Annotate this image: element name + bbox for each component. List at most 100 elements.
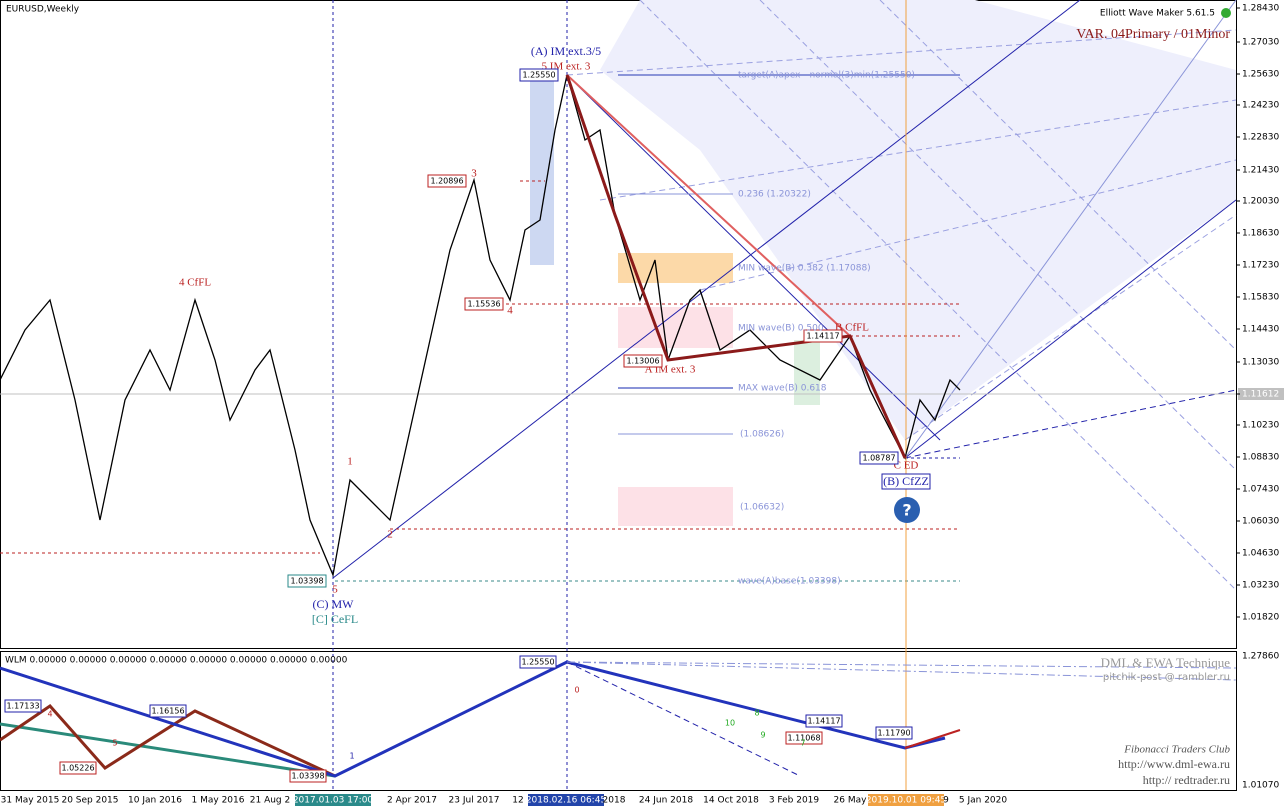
indicator-name: Elliott Wave Maker 5.61.5	[1100, 9, 1215, 19]
time-label: 24 Jun 2018	[639, 796, 693, 806]
price-box	[464, 297, 504, 311]
price-label: 1.08830	[1242, 453, 1279, 463]
price-box	[875, 726, 913, 740]
price-box-label: 1.25550	[522, 71, 555, 80]
help-icon-glyph[interactable]: ?	[902, 501, 911, 520]
price-box-label: 1.03398	[290, 577, 323, 586]
price-path	[0, 74, 961, 578]
price-label: 1.17230	[1242, 261, 1279, 271]
time-label: 2018.02.16 06:45	[526, 796, 606, 806]
time-label: 31 May 2015	[1, 796, 60, 806]
wave-label: (A) IM ext.3/5	[531, 44, 601, 58]
time-label: 1 May 2016	[192, 796, 245, 806]
time-tag	[528, 794, 604, 806]
price-box	[519, 655, 557, 669]
wave-label: C ED	[894, 460, 919, 472]
help-icon[interactable]	[894, 497, 920, 523]
price-label: 1.18630	[1242, 229, 1279, 239]
time-tag	[295, 794, 371, 806]
time-label: 12	[512, 796, 523, 806]
credit: http:// redtrader.ru	[1143, 773, 1230, 787]
variant: VAR. 04Primary / 01Minor	[1076, 27, 1230, 42]
price-label: 1.20030	[1242, 197, 1279, 207]
indicator-icon	[1221, 8, 1231, 18]
price-label: 1.24230	[1242, 101, 1279, 111]
price-box	[289, 769, 327, 783]
wave-label: 4 CfFL	[179, 277, 211, 289]
price-box	[859, 451, 899, 465]
price-box-label: 1.20896	[430, 177, 463, 186]
wave-label: [C] CeFL	[312, 612, 358, 626]
price-label: 1.07430	[1242, 485, 1279, 495]
fib-label: MIN wave(B) 0.382 (1.17088)	[738, 264, 871, 274]
levels	[0, 180, 960, 582]
panel-line	[904, 729, 961, 749]
wave-label: 2	[387, 529, 393, 541]
wave-count: 0	[574, 686, 579, 695]
price-box	[623, 354, 663, 368]
price-label: 1.06030	[1242, 517, 1279, 527]
price-box	[785, 731, 823, 745]
wave-count: 7	[800, 739, 805, 748]
time-tag	[868, 794, 944, 806]
price-box-label: 1.03398	[291, 772, 324, 781]
zone	[794, 340, 820, 405]
channel-lines	[332, 0, 1237, 579]
time-label: 26 May	[834, 796, 868, 806]
panel-axis-label: 1.27860	[1242, 652, 1279, 662]
price-label: 1.21430	[1242, 166, 1279, 176]
price-box	[427, 174, 467, 188]
price-label: 1.01820	[1242, 613, 1279, 623]
current-price-tag	[1238, 388, 1284, 400]
price-box-label: 1.15536	[467, 300, 500, 309]
fib-label: MIN wave(B) 0.500	[738, 324, 824, 334]
price-box-label: 1.17133	[6, 702, 39, 711]
wave-count: 8	[754, 709, 759, 718]
credit: DML & EWA Technique	[1101, 655, 1231, 670]
wave-label: (B) CfZZ	[883, 474, 929, 488]
time-label: 2018	[603, 796, 626, 806]
wave-label: 4	[507, 305, 513, 317]
time-label: 9	[943, 796, 949, 806]
panel-line	[0, 704, 336, 778]
time-label: 21 Aug 2	[250, 796, 290, 806]
price-box-label: 1.13006	[626, 357, 659, 366]
time-label: 20 Sep 2015	[61, 796, 118, 806]
price-box	[59, 761, 97, 775]
panel-title: WLM 0.00000 0.00000 0.00000 0.00000 0.00…	[5, 656, 348, 666]
wave-line	[565, 74, 907, 459]
price-box-label: 1.25550	[521, 658, 554, 667]
fan-lines	[566, 0, 1237, 591]
wave-count: 5	[112, 739, 117, 748]
fib-label: 0.236 (1.20322)	[738, 190, 811, 200]
wave-count: 9	[760, 731, 765, 740]
fib-label: wave(A)base(1.03398)	[738, 577, 841, 587]
zone	[530, 75, 554, 265]
wave-label: 3	[471, 168, 477, 180]
credit: Fibonacci Traders Club	[1123, 744, 1230, 756]
price-label: 1.04630	[1242, 549, 1279, 559]
wave-label: 1	[347, 456, 353, 468]
panel-frame	[0, 651, 1237, 791]
price-box-label: 1.05226	[61, 764, 94, 773]
price-box	[519, 68, 559, 82]
time-label: 2 Apr 2017	[387, 796, 437, 806]
credit: http://www.dml-ewa.ru	[1118, 757, 1230, 771]
panel-line	[0, 722, 336, 778]
time-label: 10 Jan 2016	[128, 796, 182, 806]
price-label: 1.14430	[1242, 325, 1279, 335]
symbol: EURUSD,Weekly	[6, 5, 80, 15]
wave-count: 1	[349, 752, 354, 761]
price-box-label: 1.11068	[787, 734, 820, 743]
price-box	[803, 329, 843, 343]
price-label: 1.27030	[1242, 38, 1279, 48]
wave-label: (C) MW	[313, 597, 355, 611]
wave-count: 4	[47, 710, 52, 719]
price-label: 1.28430	[1242, 4, 1279, 14]
price-box-label: 1.16156	[151, 707, 184, 716]
price-label: 1.11612	[1242, 390, 1279, 400]
time-label: 5 Jan 2020	[959, 796, 1007, 806]
wave-box	[881, 473, 931, 490]
credit: pitchik-post @ rambler.ru	[1103, 672, 1230, 683]
